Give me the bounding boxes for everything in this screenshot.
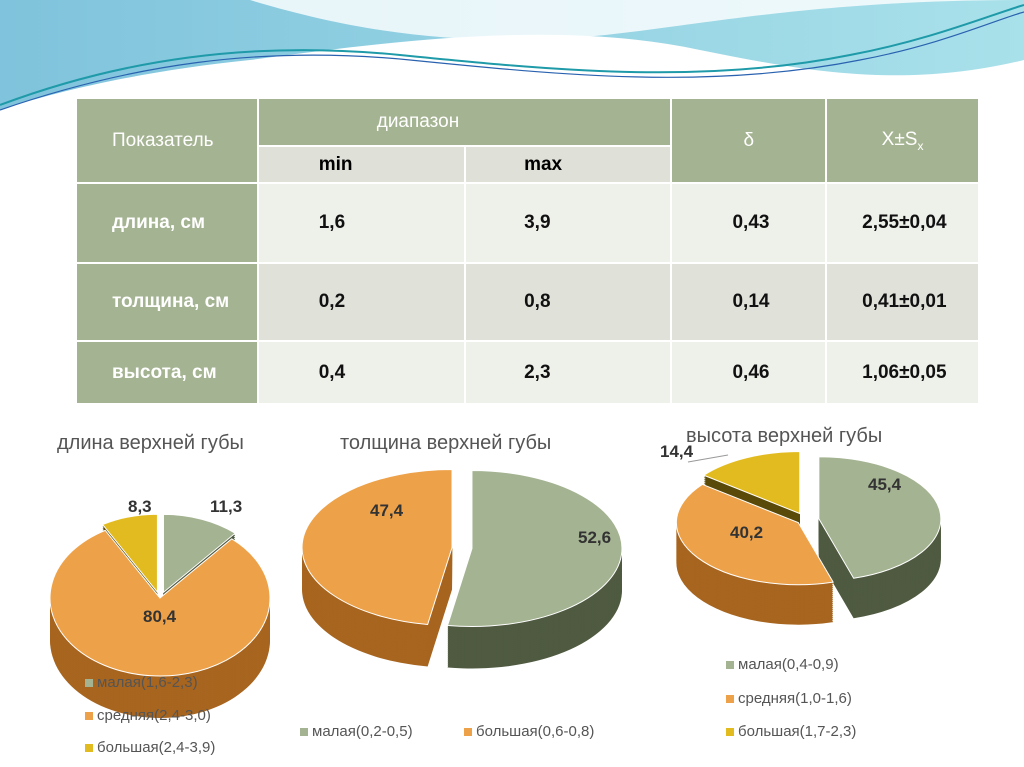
table-row: длина, см 1,6 3,9 0,43 2,55±0,04 (75, 182, 980, 264)
legend-swatch (85, 711, 93, 720)
chart1-data-label: 80,4 (143, 607, 177, 626)
legend-item: большая(2,4-3,9) (85, 739, 215, 756)
cell-min: 0,4 (256, 340, 467, 405)
legend-swatch (85, 743, 93, 752)
leader-line (687, 454, 729, 463)
wave-decoration (0, 0, 1024, 111)
legend-label: средняя(2,4-3,0) (97, 707, 211, 724)
header-delta: δ (670, 97, 828, 184)
chart3-slice-2 (702, 451, 801, 515)
measurements-table: Показатель диапазон δ X±Sx min max длина… (75, 97, 980, 405)
cell-max: 0,8 (464, 262, 673, 342)
chart2-slice-1 (301, 469, 453, 626)
table-row: высота, см 0,4 2,3 0,46 1,06±0,05 (75, 340, 980, 405)
cell-delta: 0,46 (670, 340, 828, 405)
cell-mean: 0,41±0,01 (825, 262, 980, 342)
cell-delta: 0,14 (670, 262, 828, 342)
legend-swatch (726, 727, 734, 736)
chart2-data-label: 47,4 (370, 501, 404, 520)
legend-item: средняя(1,0-1,6) (726, 690, 852, 707)
legend-item: большая(1,7-2,3) (726, 723, 856, 740)
row-label: толщина, см (75, 262, 259, 342)
legend-label: большая(0,6-0,8) (476, 723, 595, 740)
legend-item: малая(0,2-0,5) (300, 723, 413, 740)
chart2-data-label: 52,6 (578, 528, 611, 547)
chart1-data-label: 11,3 (210, 497, 242, 516)
header-range: диапазон (256, 97, 673, 147)
legend-item: малая(0,4-0,9) (726, 656, 839, 673)
legend-label: большая(1,7-2,3) (738, 723, 857, 740)
chart2-title: толщина верхней губы (340, 432, 552, 454)
legend-label: малая(1,6-2,3) (97, 674, 198, 691)
cell-mean: 1,06±0,05 (825, 340, 980, 405)
legend-swatch (726, 660, 734, 669)
header-max: max (464, 145, 673, 184)
cell-delta: 0,43 (670, 182, 828, 264)
legend-swatch (85, 678, 93, 687)
cell-mean: 2,55±0,04 (825, 182, 980, 264)
header-min: min (256, 145, 467, 184)
header-mean-text: X±S (881, 128, 918, 150)
table-row: толщина, см 0,2 0,8 0,14 0,41±0,01 (75, 262, 980, 342)
legend-label: малая(0,4-0,9) (738, 656, 839, 673)
chart2-slice-0 (446, 469, 623, 627)
row-label: длина, см (75, 182, 259, 264)
cell-min: 0,2 (256, 262, 467, 342)
chart3-data-label: 45,4 (868, 475, 902, 494)
cell-max: 3,9 (464, 182, 673, 264)
header-indicator: Показатель (75, 97, 259, 184)
legend-label: большая(2,4-3,9) (97, 739, 216, 756)
chart1-title: длина верхней губы (57, 432, 244, 454)
legend-label: средняя(1,0-1,6) (738, 690, 852, 707)
header-mean: X±Sx (825, 97, 980, 184)
chart1-slice-1 (49, 529, 271, 677)
legend-swatch (464, 727, 472, 736)
cell-min: 1,6 (256, 182, 467, 264)
legend-label: малая(0,2-0,5) (312, 723, 413, 740)
chart1-slice-0 (162, 513, 237, 594)
chart1-data-label: 8,3 (128, 497, 152, 516)
legend-swatch (726, 694, 734, 703)
chart3-title: высота верхней губы (686, 425, 883, 447)
header-mean-sub: x (917, 138, 924, 153)
legend-swatch (300, 727, 308, 736)
row-label: высота, см (75, 340, 259, 405)
cell-max: 2,3 (464, 340, 673, 405)
legend-item: средняя(2,4-3,0) (85, 707, 211, 724)
chart3-slice-0 (818, 456, 942, 579)
legend-item: малая(1,6-2,3) (85, 674, 198, 691)
chart3-data-label: 14,4 (660, 442, 694, 461)
legend-item: большая(0,6-0,8) (464, 723, 594, 740)
chart3-slice-1 (675, 483, 834, 586)
chart1-slice-2 (101, 513, 158, 594)
chart3-data-label: 40,2 (730, 523, 763, 542)
